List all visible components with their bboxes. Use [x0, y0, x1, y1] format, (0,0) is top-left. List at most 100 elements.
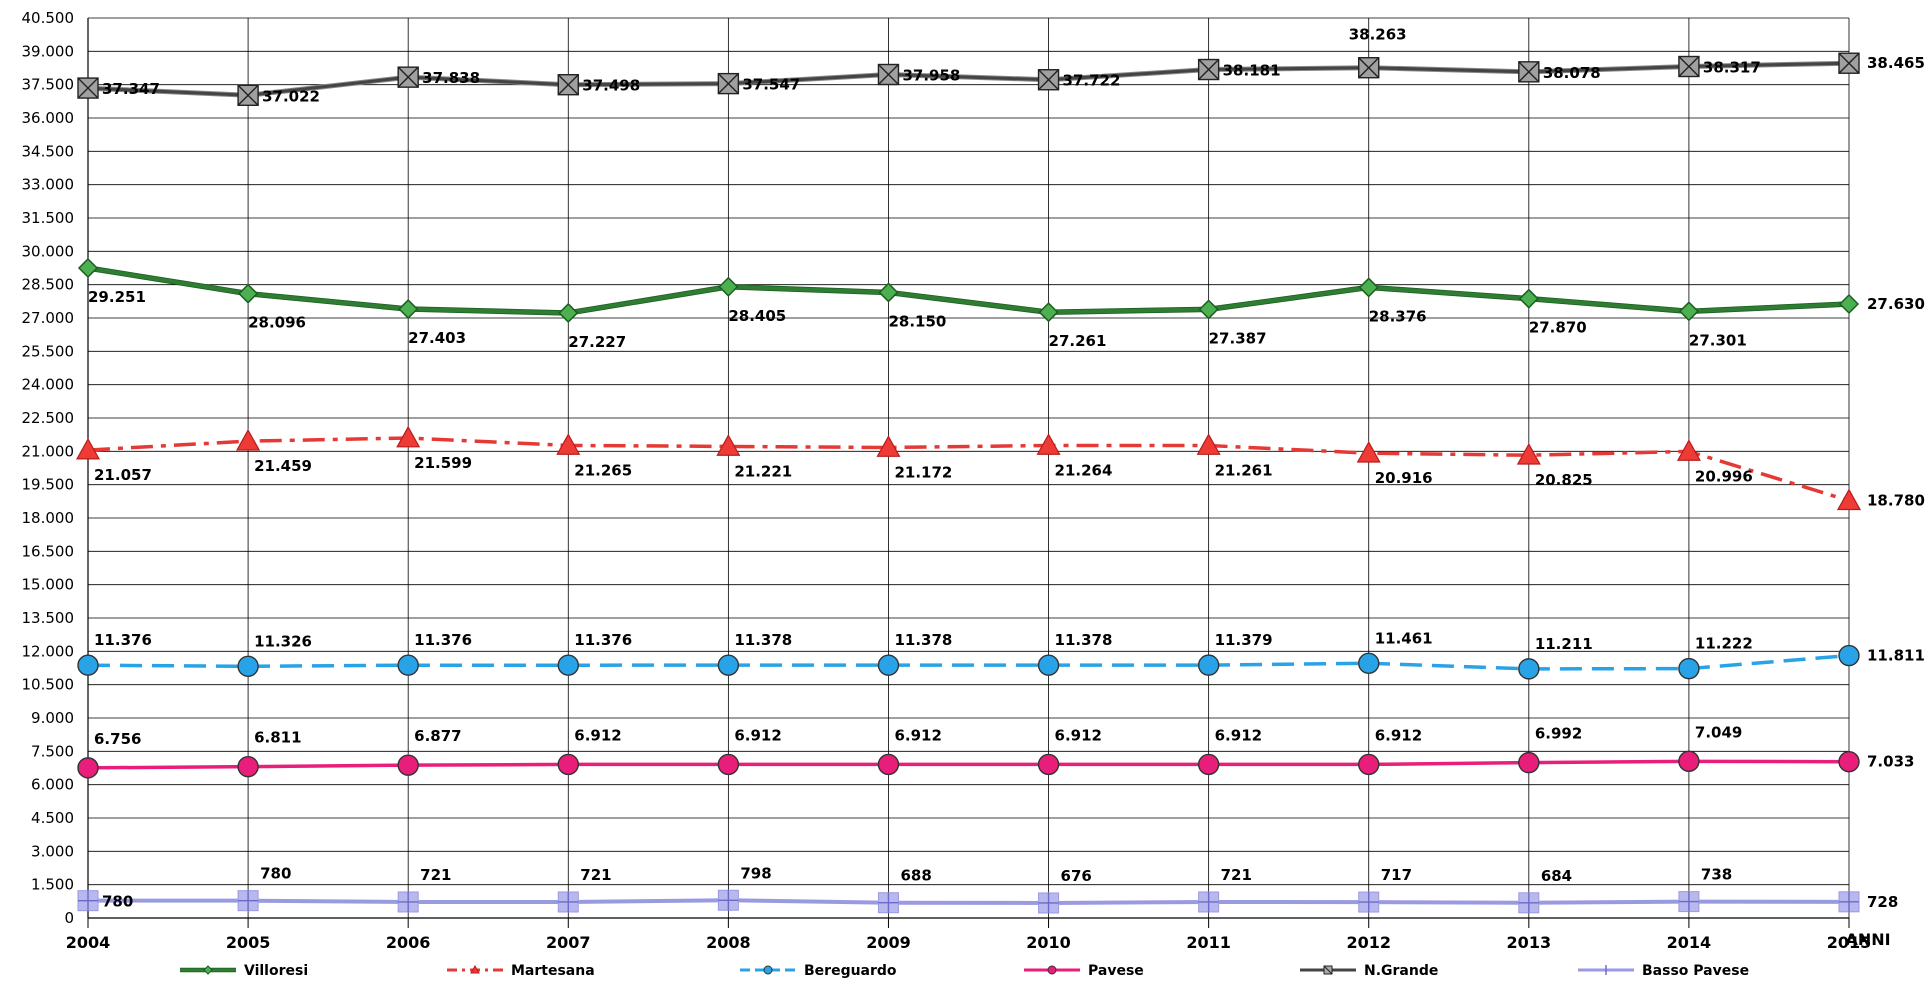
triangle-marker: [1676, 439, 1701, 461]
data-label: 21.221: [734, 462, 792, 480]
circle-marker: [1358, 753, 1380, 776]
data-point: [1197, 654, 1220, 676]
data-point: [1358, 753, 1380, 776]
cross-line: [1518, 61, 1540, 83]
data-label: 21.057: [94, 466, 152, 484]
x-tick-label: 2015: [1827, 933, 1872, 952]
data-point: [397, 66, 419, 88]
y-tick-label: 25.500: [22, 342, 75, 360]
data-label: 11.378: [734, 631, 792, 649]
triangle-marker: [556, 433, 581, 455]
data-label: 676: [1061, 867, 1092, 885]
data-label: 11.461: [1375, 629, 1433, 647]
data-point: [717, 72, 740, 95]
axes: [87, 18, 1849, 919]
legend-label: Bereguardo: [804, 963, 897, 979]
data-point: [1196, 433, 1221, 455]
data-label: 728: [1867, 893, 1898, 911]
data-label: 688: [900, 867, 931, 885]
data-label: 28.096: [248, 314, 306, 332]
data-point: [877, 892, 899, 914]
data-point: [1518, 658, 1540, 680]
data-label: 6.877: [414, 727, 461, 745]
triangle-marker: [1516, 442, 1541, 465]
data-point: [1358, 277, 1379, 298]
cross-line: [1838, 52, 1860, 74]
data-label: 27.630: [1867, 295, 1925, 313]
y-tick-label: 24.000: [22, 376, 75, 394]
data-point: [77, 257, 99, 279]
data-label: 11.376: [414, 631, 472, 649]
data-label: 11.811: [1867, 647, 1925, 665]
triangle-marker: [1356, 440, 1381, 463]
series-martesana: [75, 425, 1862, 511]
triangle-marker: [716, 434, 741, 456]
x-tick-label: 2013: [1507, 933, 1552, 952]
x-tick-label: 2012: [1346, 933, 1391, 952]
circle-marker: [77, 654, 99, 676]
series-line: [87, 436, 1850, 503]
data-point: [1358, 652, 1380, 675]
data-label: 6.756: [94, 730, 141, 748]
data-point: [77, 77, 99, 99]
legend-item: Martesana: [447, 963, 595, 979]
y-tick-label: 9.000: [31, 709, 74, 727]
series-bereguardo: [77, 644, 1860, 680]
series-line: [87, 653, 1850, 671]
data-point: [877, 654, 900, 676]
y-tick-label: 12.000: [22, 642, 75, 660]
data-label: 27.870: [1529, 319, 1587, 337]
circle-marker: [237, 655, 259, 678]
cross-line: [1358, 57, 1380, 79]
y-tick-label: 36.000: [22, 109, 75, 127]
legend-label: N.Grande: [1364, 963, 1438, 979]
series-pavese: [77, 750, 1860, 779]
data-point: [716, 434, 741, 456]
circle-marker: [397, 654, 419, 676]
data-point: [718, 276, 739, 297]
data-point: [717, 753, 740, 776]
data-label: 38.465: [1867, 54, 1925, 72]
triangle-marker: [1836, 488, 1862, 511]
data-label: 27.403: [408, 329, 466, 347]
data-point: [1038, 892, 1060, 914]
data-point: [1678, 55, 1700, 78]
data-label: 7.033: [1867, 753, 1914, 771]
data-point: [877, 753, 900, 776]
legend-item: Villoresi: [180, 963, 308, 979]
grid-lines: [87, 17, 1850, 919]
data-label: 780: [102, 893, 133, 911]
cross-line: [1198, 59, 1220, 81]
data-point: [77, 890, 99, 912]
data-point: [1198, 891, 1220, 913]
data-label: 38.263: [1349, 26, 1407, 44]
data-label: 11.378: [1055, 631, 1113, 649]
circle-marker: [557, 753, 579, 776]
data-label: 37.498: [582, 77, 640, 95]
data-point: [237, 655, 259, 678]
y-tick-label: 4.500: [31, 809, 74, 827]
data-point: [397, 891, 419, 913]
x-tick-label: 2007: [546, 933, 591, 952]
data-label: 37.958: [902, 66, 960, 84]
data-point: [557, 654, 579, 676]
data-label: 721: [580, 866, 611, 884]
y-tick-label: 18.000: [22, 509, 75, 527]
diamond-marker: [1358, 277, 1379, 298]
data-label: 38.317: [1703, 59, 1761, 77]
data-point: [877, 63, 900, 86]
series-line-outline: [87, 265, 1850, 316]
circle-marker: [1518, 751, 1540, 774]
cross-line: [877, 63, 899, 85]
data-label: 6.912: [1215, 726, 1262, 744]
legend-label: Basso Pavese: [1642, 963, 1749, 979]
data-label: 27.301: [1689, 331, 1747, 349]
data-label: 11.376: [574, 631, 632, 649]
x-axis-label: ANNI: [1845, 930, 1890, 949]
data-label: 21.261: [1215, 462, 1273, 480]
data-label: 6.912: [734, 726, 781, 744]
data-point: [75, 437, 101, 460]
data-label: 21.172: [894, 464, 952, 482]
triangle-marker: [1196, 433, 1221, 455]
data-point: [1036, 433, 1061, 455]
